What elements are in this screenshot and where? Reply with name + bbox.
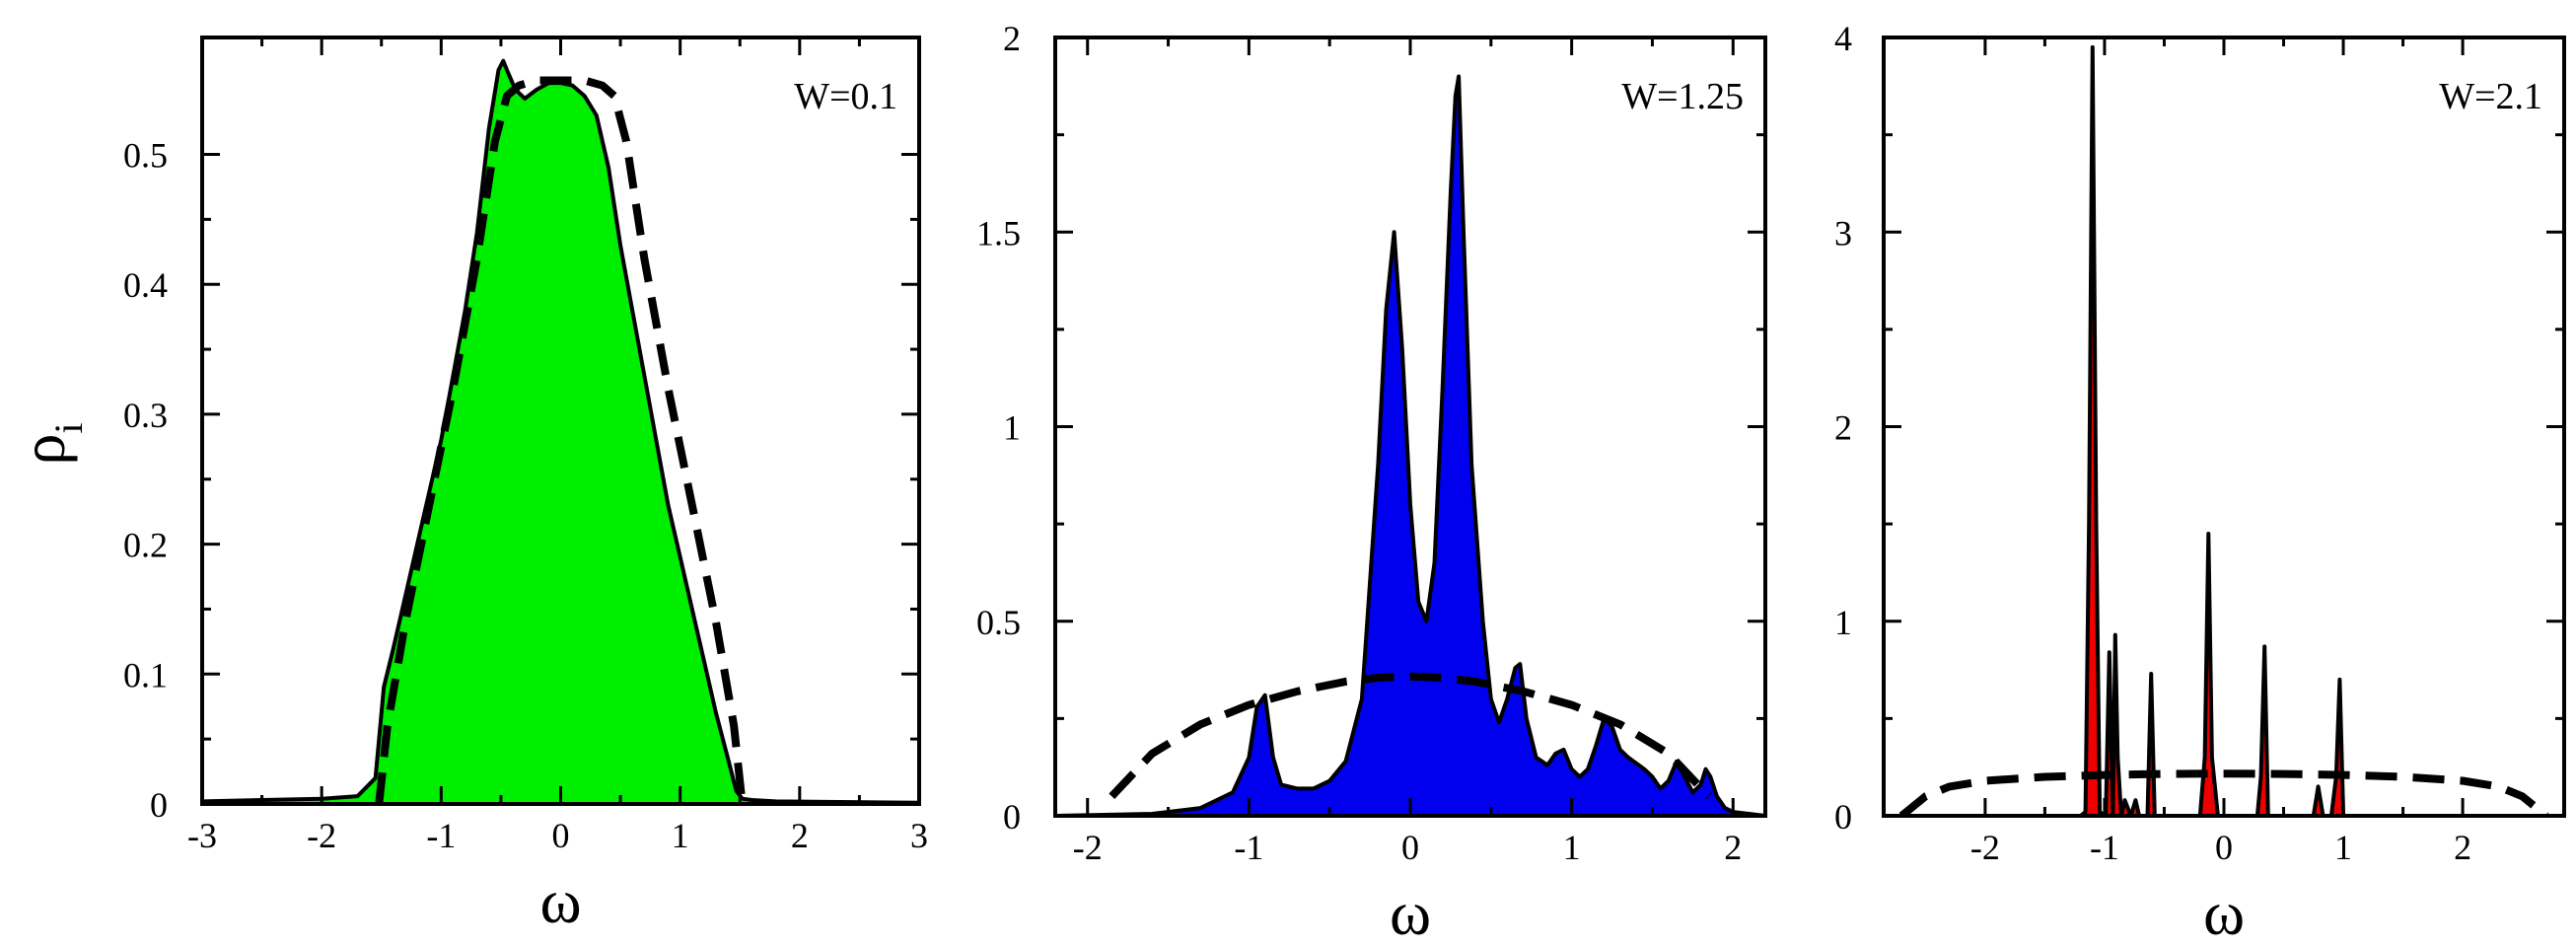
y-axis-label-symbol: ρ: [8, 434, 78, 466]
plot-area: [1884, 44, 2564, 816]
x-tick-label: -1: [426, 816, 456, 855]
panel-annotation: W=1.25: [1621, 76, 1744, 117]
panel-left: -3 -2 -1 0 1 2 3 0 0.1 0.2 0.3 0.4 0.5 ω W=0.1: [123, 36, 928, 936]
series-line-0: [1884, 44, 2564, 816]
y-tick-label: 0.4: [123, 265, 168, 305]
x-tick-label: -2: [1073, 828, 1103, 867]
x-axis-label: ω: [539, 866, 581, 936]
x-tick-label: 2: [1724, 828, 1742, 867]
y-tick-label: 1: [1003, 408, 1021, 448]
series-fill-0: [1884, 46, 2564, 816]
x-tick-label: 2: [2454, 828, 2471, 867]
x-tick-label: 0: [2215, 828, 2233, 867]
x-tick-label: 3: [910, 816, 928, 855]
x-tick-label: -1: [2090, 828, 2119, 867]
x-tick-label: -3: [187, 816, 217, 855]
x-tick-label: -2: [1970, 828, 2000, 867]
x-tick-label: 1: [672, 816, 689, 855]
panel-annotation: W=0.1: [794, 76, 897, 117]
y-tick-label: 4: [1834, 19, 1852, 58]
y-tick-label: 0.1: [123, 655, 168, 694]
x-tick-label: 1: [1563, 828, 1581, 867]
series-fill-0: [1055, 76, 1765, 816]
series-line-0: [1055, 74, 1765, 816]
y-tick-label: 3: [1834, 213, 1852, 253]
y-tick-label: 0.2: [123, 526, 168, 565]
series-fill-0: [202, 60, 919, 804]
x-tick-label: -2: [307, 816, 336, 855]
series-dashed-1: [1109, 672, 1712, 800]
x-tick-label: 2: [791, 816, 809, 855]
series-dashed-1: [1898, 769, 2549, 816]
y-tick-label: 1.5: [976, 213, 1021, 253]
panel-annotation: W=2.1: [2439, 76, 2542, 117]
y-tick-label: 2: [1834, 408, 1852, 448]
series-dashed-1: [375, 76, 747, 804]
y-tick-label: 1: [1834, 603, 1852, 642]
y-tick-label: 0: [1834, 797, 1852, 837]
y-axis-label: ρi: [8, 422, 91, 465]
plot-frame: [1882, 36, 2566, 818]
x-axis-label: ω: [2203, 878, 2245, 948]
x-tick-label: -1: [1234, 828, 1263, 867]
y-tick-label: 0: [150, 785, 168, 825]
y-tick-label: 0: [1003, 797, 1021, 837]
y-tick-label: 0.5: [976, 603, 1021, 642]
plot-area: [202, 58, 919, 804]
y-axis-label-subscript: i: [46, 422, 91, 433]
y-tick-label: 0.5: [123, 136, 168, 176]
x-tick-label: 1: [2334, 828, 2352, 867]
x-tick-label: 0: [1401, 828, 1419, 867]
y-tick-label: 2: [1003, 19, 1021, 58]
x-axis-label: ω: [1390, 878, 1431, 948]
panel-right: -2 -1 0 1 2 0 1 2 3 4 ω W=2.1: [1834, 19, 2566, 948]
panel-middle: -2 -1 0 1 2 0 0.5 1 1.5 2 ω W=1.25: [976, 19, 1767, 948]
y-tick-label: 0.3: [123, 396, 168, 435]
x-tick-label: 0: [552, 816, 570, 855]
plot-area: [1055, 74, 1765, 816]
